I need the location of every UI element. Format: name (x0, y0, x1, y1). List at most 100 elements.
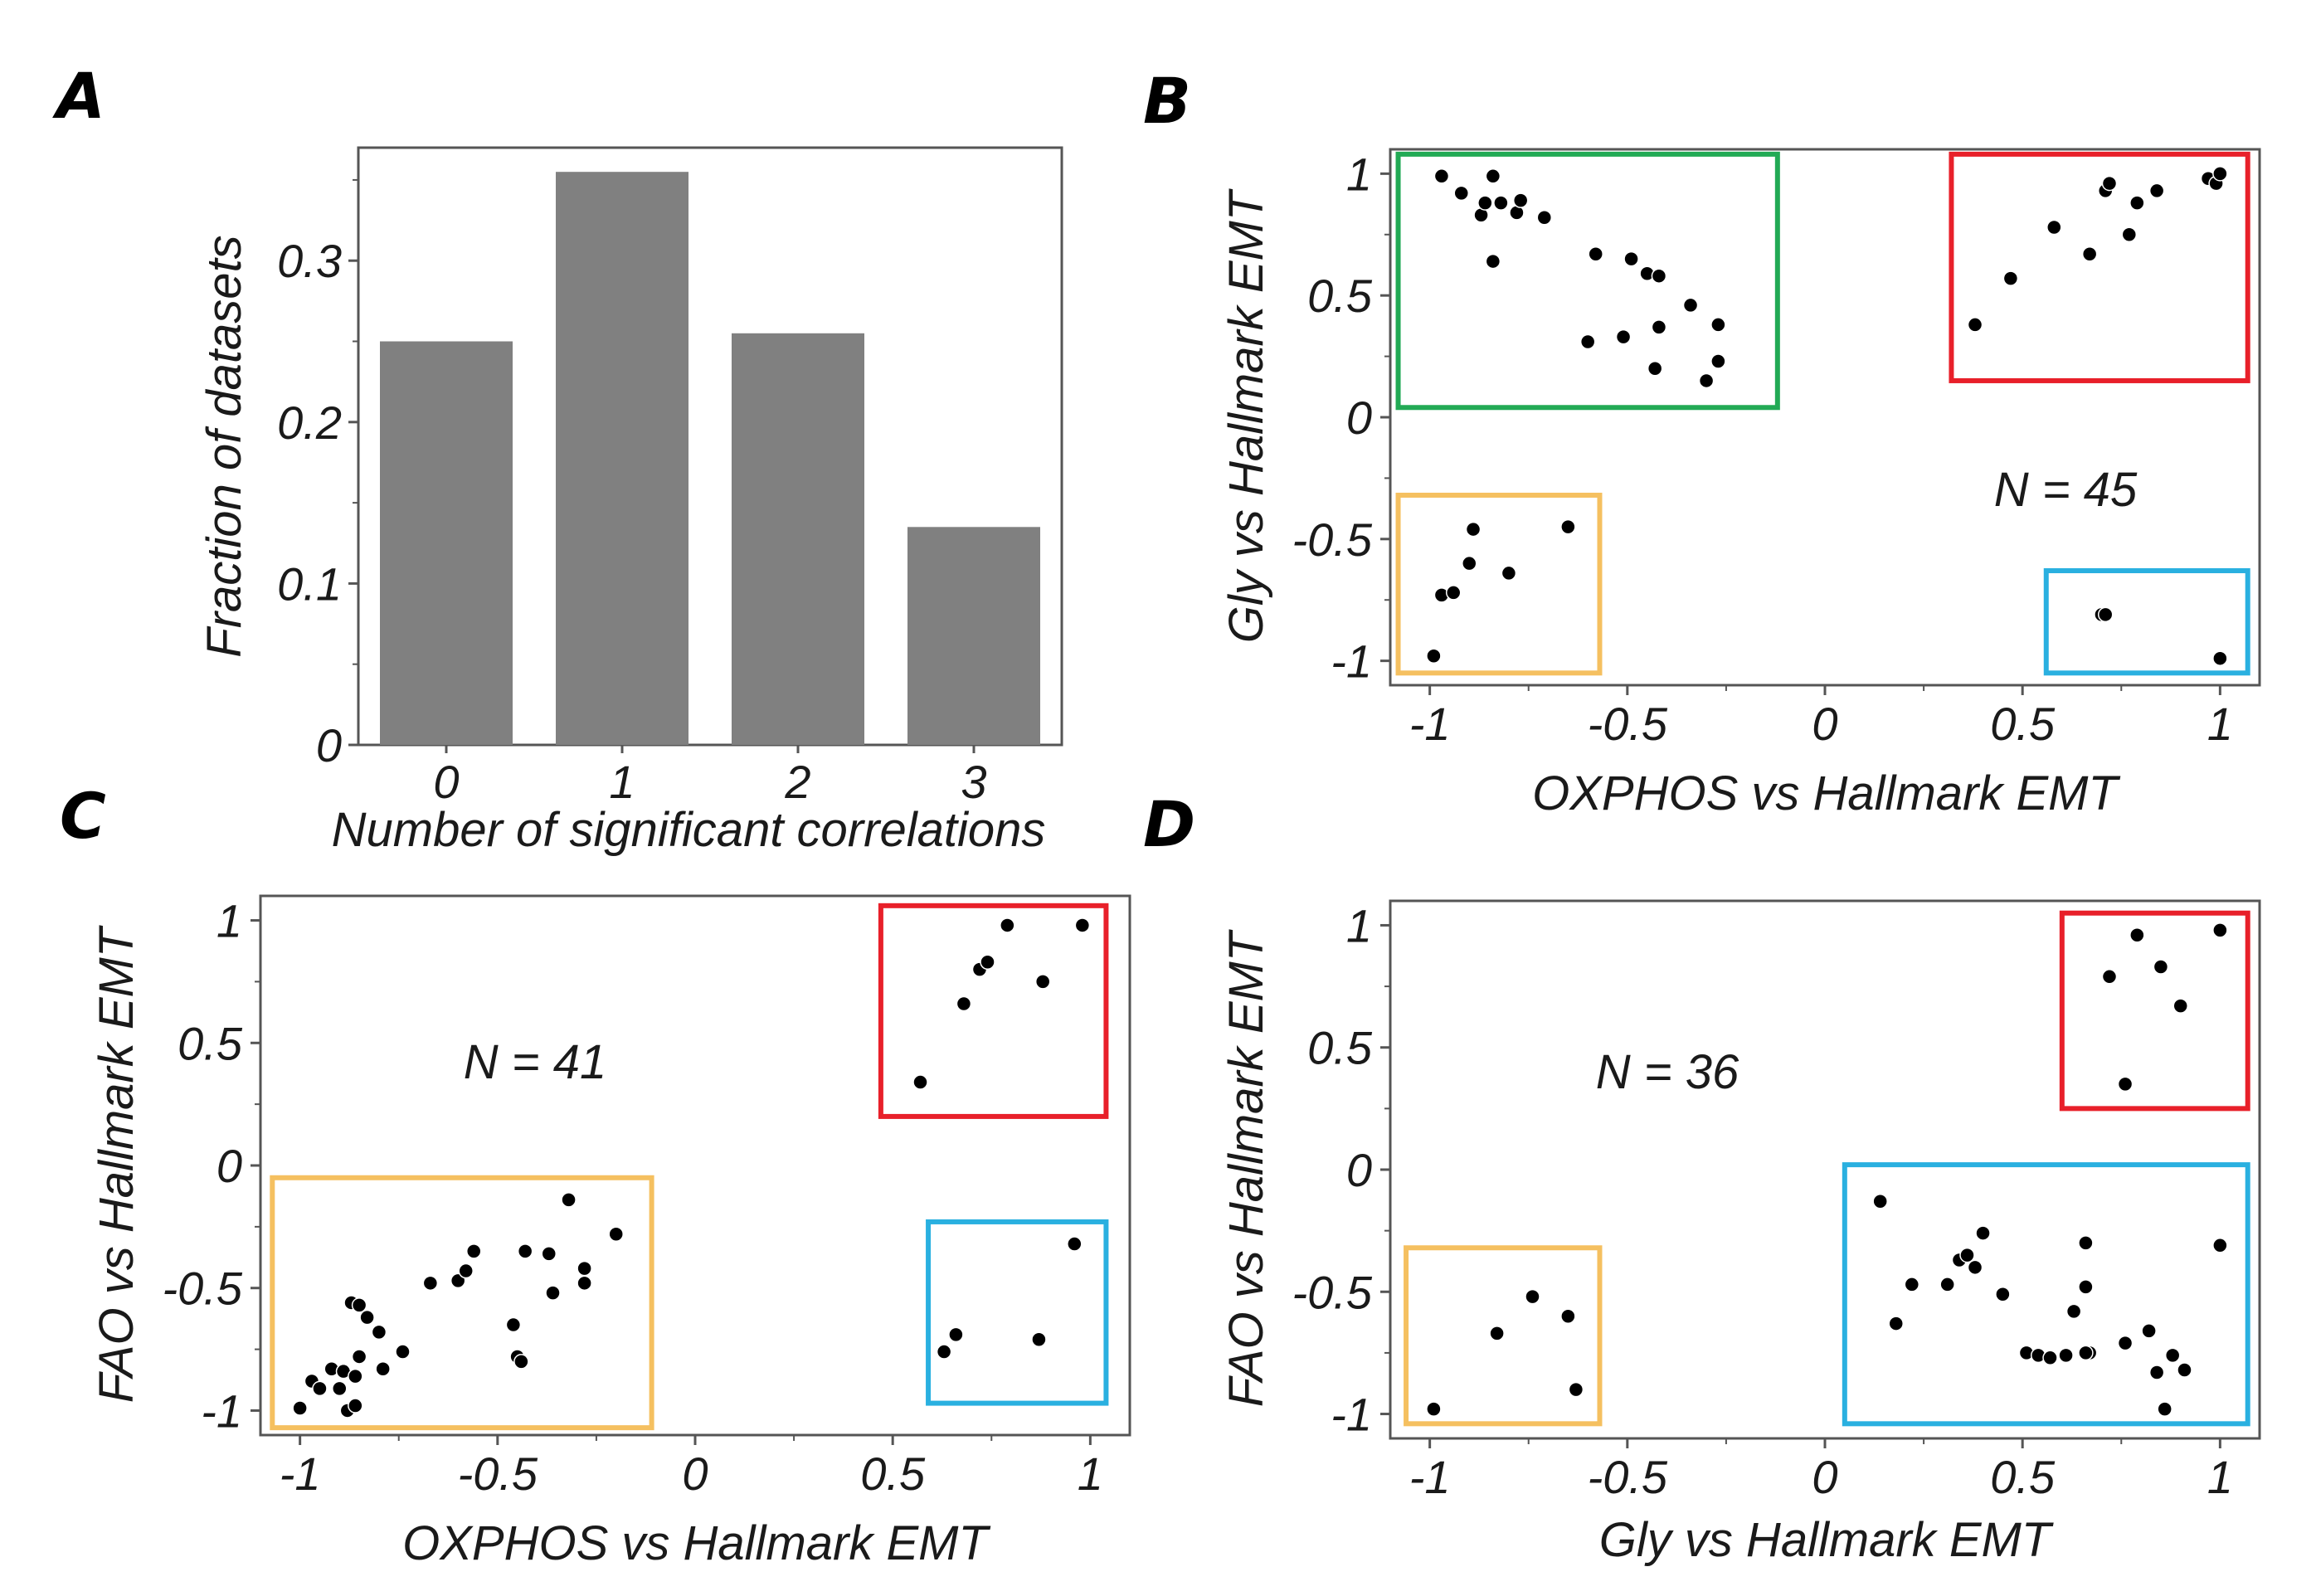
y-tick-label: -0.5 (163, 1263, 243, 1315)
data-point (1710, 353, 1726, 369)
y-tick-label: 0.5 (178, 1017, 243, 1069)
data-point (1512, 192, 1529, 208)
data-point (1536, 209, 1553, 226)
x-tick-label: 2 (784, 756, 810, 808)
x-tick-label: -0.5 (1588, 698, 1668, 750)
data-point (1682, 297, 1699, 314)
panel-letter-d: D (1143, 787, 1195, 861)
x-tick-label: 0.5 (1990, 698, 2056, 750)
x-tick-label: 0 (1812, 698, 1837, 750)
data-point (1445, 585, 1462, 601)
data-point (1623, 251, 1639, 267)
x-tick-label: -0.5 (1588, 1451, 1668, 1503)
panel-a-bar-chart: 0 0.1 0.2 0.3 0 1 2 3 Number of significant co… (197, 146, 1063, 857)
y-tick-label: 1 (1346, 899, 1372, 951)
x-tick-label: 0 (682, 1448, 708, 1500)
data-point (359, 1309, 375, 1326)
panel-d-frame (1389, 899, 2261, 1440)
data-point (1939, 1277, 1955, 1292)
data-point (1493, 195, 1509, 211)
data-point (1651, 319, 1667, 335)
panel-c-frame (259, 894, 1131, 1437)
data-point (948, 1326, 964, 1343)
panel-b-n-label: N = 45 (1994, 463, 2138, 517)
y-tick-label: 0.5 (1307, 270, 1373, 322)
data-point (912, 1074, 928, 1090)
x-tick-label: 1 (2207, 1451, 2233, 1503)
y-tick-label: -0.5 (1292, 513, 1373, 566)
data-point (2117, 1076, 2134, 1092)
data-point (2065, 1303, 2082, 1320)
data-point (1975, 1225, 1991, 1241)
data-point (1477, 195, 1493, 211)
x-tick-label: 1 (609, 756, 635, 808)
data-point (517, 1243, 533, 1259)
y-tick-label: 0.1 (277, 557, 342, 610)
data-point (2141, 1323, 2157, 1339)
data-point (1888, 1316, 1904, 1331)
data-point (465, 1243, 482, 1259)
data-point (1074, 917, 1091, 933)
x-tick-label: -1 (1409, 1451, 1451, 1503)
x-tick-label: 0 (1812, 1451, 1837, 1503)
data-point (2212, 166, 2228, 182)
data-point (1501, 565, 1517, 581)
data-point (371, 1324, 387, 1341)
panel-c-ylabel: FAO vs Hallmark EMT (90, 925, 144, 1403)
data-point (1995, 1286, 2011, 1302)
data-point (577, 1275, 592, 1292)
data-point (1453, 185, 1469, 202)
x-tick-label: -1 (280, 1448, 321, 1500)
data-point (1615, 328, 1632, 345)
data-point (2002, 270, 2019, 286)
bar-1 (556, 172, 688, 745)
x-tick-label: -1 (1409, 698, 1451, 750)
y-tick-label: 0.3 (277, 235, 342, 287)
panel-d-ylabel: FAO vs Hallmark EMT (1219, 929, 1273, 1407)
data-point (2097, 606, 2114, 623)
data-point (1031, 1331, 1047, 1348)
data-point (608, 1226, 624, 1242)
data-point (541, 1246, 557, 1262)
panel-d-scatter: -1 -1 -0.5 -0.5 0 0 0.5 0.5 1 1 N = 36 Gly vs Hal… (1219, 899, 2261, 1567)
data-point (312, 1380, 328, 1397)
data-point (2148, 1365, 2165, 1380)
x-tick-label: 1 (2207, 698, 2233, 750)
blue-box (926, 1219, 1109, 1406)
y-tick-label: -1 (201, 1384, 242, 1437)
data-point (1485, 253, 1501, 270)
data-point (2078, 1279, 2094, 1295)
panel-d-n-label: N = 36 (1596, 1045, 1739, 1099)
data-point (1067, 1236, 1083, 1252)
data-point (292, 1400, 308, 1416)
data-point (458, 1263, 474, 1279)
red-box (878, 903, 1109, 1119)
data-point (1462, 555, 1477, 572)
red-box (1949, 151, 2250, 383)
panel-b-scatter: -1 -1 -0.5 -0.5 0 0 0.5 0.5 1 1 N = 45 OXPHOS vs … (1219, 148, 2261, 820)
panel-b-ylabel: Gly vs Hallmark EMT (1219, 188, 1273, 643)
data-point (1525, 1288, 1540, 1305)
data-point (2212, 1238, 2228, 1253)
y-tick-label: 0.2 (277, 397, 342, 449)
data-point (2172, 998, 2188, 1014)
x-tick-label: 0 (433, 756, 459, 808)
bar-0 (380, 341, 513, 745)
data-point (1959, 1247, 1975, 1263)
y-tick-label: 1 (1346, 148, 1372, 200)
data-point (351, 1349, 367, 1365)
panel-a-frame (357, 146, 1063, 747)
data-point (2212, 650, 2228, 666)
x-tick-label: 0.5 (1990, 1451, 2056, 1503)
data-point (2121, 226, 2138, 243)
panel-b-xlabel: OXPHOS vs Hallmark EMT (1532, 766, 2120, 820)
data-point (2148, 182, 2165, 199)
orange-box (1404, 1245, 1603, 1427)
data-point (1698, 372, 1715, 389)
data-point (332, 1380, 348, 1397)
data-point (1588, 246, 1603, 262)
green-box (1395, 151, 1780, 411)
data-point (375, 1360, 391, 1377)
data-point (348, 1398, 363, 1414)
